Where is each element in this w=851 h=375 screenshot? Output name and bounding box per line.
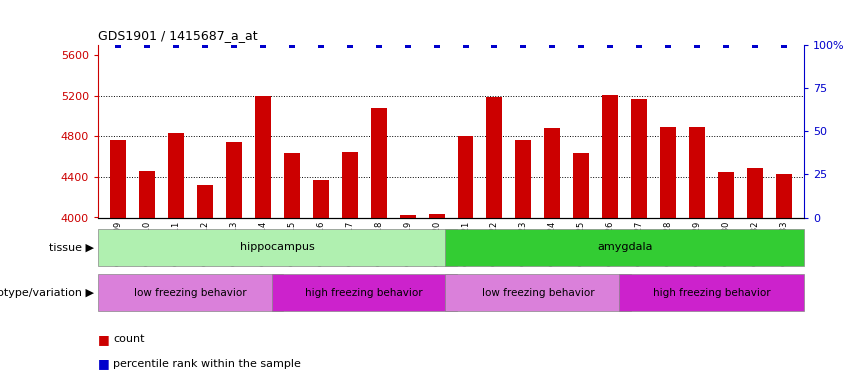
Text: percentile rank within the sample: percentile rank within the sample	[113, 359, 301, 369]
Text: low freezing behavior: low freezing behavior	[482, 288, 594, 297]
Point	[661, 42, 675, 48]
Bar	[429, 214, 444, 217]
Bar	[98, 229, 457, 266]
Bar	[603, 95, 618, 218]
Bar	[168, 133, 184, 218]
Point	[748, 42, 762, 48]
Bar	[313, 180, 328, 218]
Point	[574, 42, 588, 48]
Point	[314, 42, 328, 48]
Point	[111, 42, 125, 48]
Bar	[284, 153, 300, 218]
Text: high freezing behavior: high freezing behavior	[653, 288, 770, 297]
Bar	[371, 108, 386, 218]
Point	[372, 42, 386, 48]
Text: hippocampus: hippocampus	[240, 243, 315, 252]
Point	[632, 42, 646, 48]
Point	[430, 42, 443, 48]
Bar	[574, 153, 589, 218]
Point	[256, 42, 270, 48]
Point	[169, 42, 183, 48]
Point	[719, 42, 733, 48]
Point	[401, 42, 414, 48]
Point	[545, 42, 559, 48]
Text: ■: ■	[98, 333, 114, 346]
Point	[517, 42, 530, 48]
Text: tissue ▶: tissue ▶	[49, 243, 94, 252]
Bar	[689, 127, 705, 218]
Bar	[718, 172, 734, 217]
Text: GDS1901 / 1415687_a_at: GDS1901 / 1415687_a_at	[98, 30, 258, 42]
Point	[140, 42, 154, 48]
Bar	[458, 136, 473, 218]
Bar	[197, 185, 213, 218]
Bar	[255, 96, 271, 218]
Point	[777, 42, 791, 48]
Text: ■: ■	[98, 357, 114, 370]
Text: amygdala: amygdala	[597, 243, 653, 252]
Point	[285, 42, 299, 48]
Text: count: count	[113, 334, 145, 344]
Text: low freezing behavior: low freezing behavior	[134, 288, 247, 297]
Bar	[400, 215, 415, 217]
Point	[343, 42, 357, 48]
Bar	[110, 140, 126, 218]
Bar	[98, 274, 283, 311]
Bar	[516, 140, 531, 218]
Text: high freezing behavior: high freezing behavior	[306, 288, 423, 297]
Point	[459, 42, 472, 48]
Point	[198, 42, 212, 48]
Point	[488, 42, 501, 48]
Bar	[487, 97, 502, 218]
Bar	[342, 152, 357, 217]
Bar	[226, 142, 242, 218]
Bar	[660, 127, 676, 218]
Bar	[445, 229, 804, 266]
Point	[690, 42, 704, 48]
Text: genotype/variation ▶: genotype/variation ▶	[0, 288, 94, 297]
Bar	[776, 174, 792, 217]
Point	[227, 42, 241, 48]
Bar	[445, 274, 631, 311]
Bar	[271, 274, 457, 311]
Bar	[747, 168, 763, 217]
Point	[603, 42, 617, 48]
Bar	[545, 128, 560, 217]
Bar	[631, 99, 647, 218]
Bar	[619, 274, 804, 311]
Bar	[139, 171, 155, 217]
